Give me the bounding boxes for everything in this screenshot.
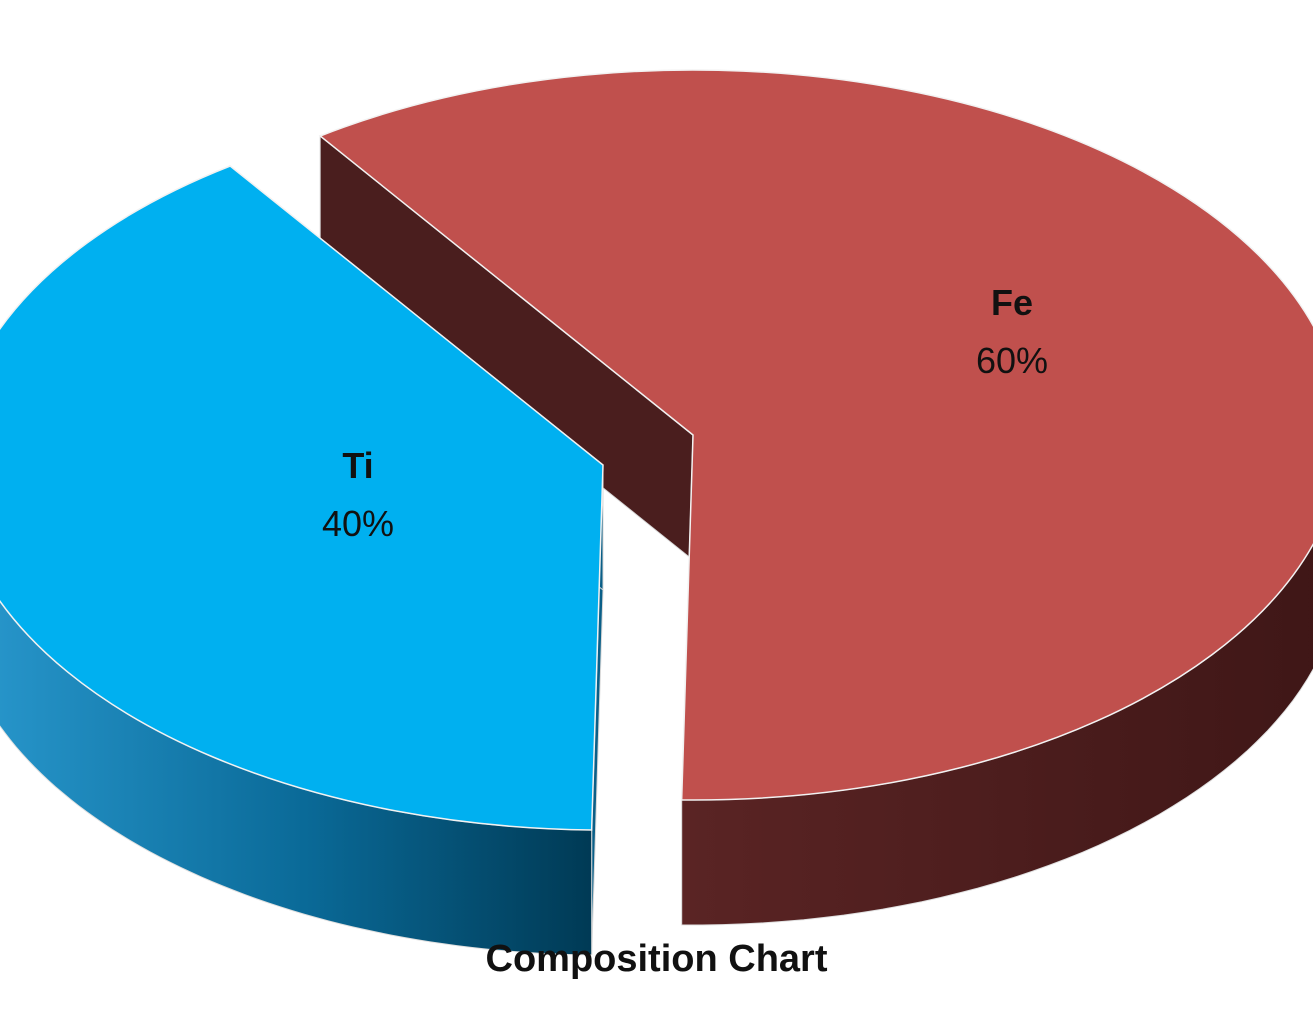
slice-label-ti: Ti (342, 445, 373, 486)
chart-title: Composition Chart (485, 938, 828, 980)
slice-value-fe: 60% (976, 340, 1048, 381)
slice-label-fe: Fe (991, 282, 1033, 323)
slice-fe (318, 69, 1313, 926)
slice-ti (0, 164, 604, 956)
slice-fe-top (318, 69, 1313, 801)
slice-ti-top (0, 165, 604, 831)
slice-value-ti: 40% (322, 503, 394, 544)
